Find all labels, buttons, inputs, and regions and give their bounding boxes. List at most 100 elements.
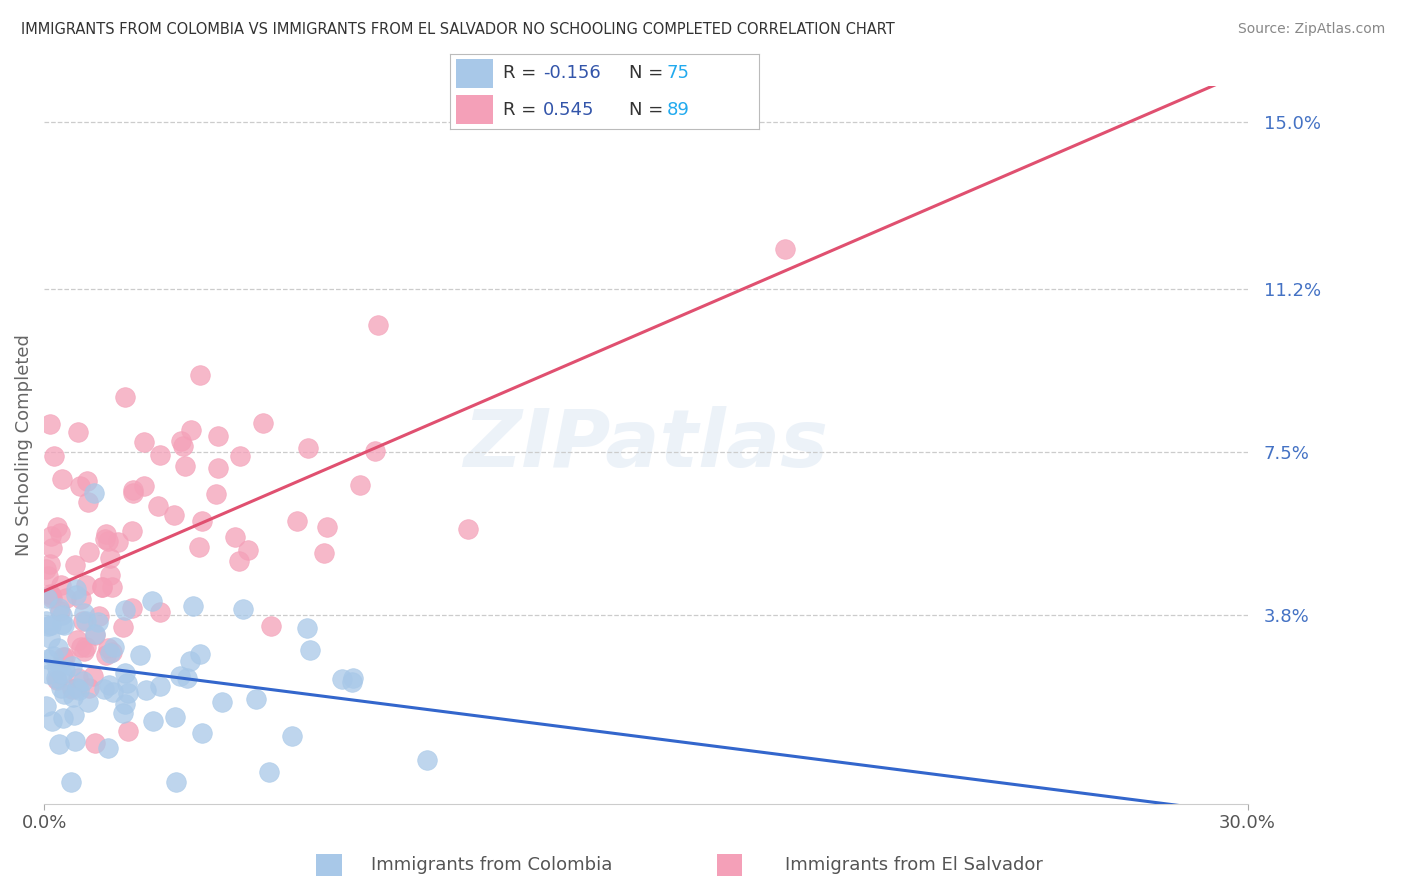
Point [236,542,259,557]
Point [45,520,67,534]
Point [207,461,229,475]
Point [37,652,59,666]
Text: N =: N = [630,101,669,119]
Point [285,514,308,528]
Point [39,632,62,646]
Point [48,525,70,540]
Point [46,640,69,655]
Point [252,417,274,431]
Bar [456,95,494,124]
Point [63,734,86,748]
Point [49,578,72,592]
Point [46,661,69,675]
Point [97,741,120,756]
Point [457,522,479,536]
Point [121,600,143,615]
Point [117,723,139,738]
Point [51,607,73,622]
Point [35,699,58,714]
Point [82,669,104,683]
Point [41,714,63,728]
Text: R =: R = [502,101,541,119]
Point [60,659,83,673]
Point [39,417,62,432]
Point [170,434,193,448]
Point [129,648,152,662]
Point [66,671,89,685]
Point [114,665,136,680]
Point [84,626,107,640]
Point [112,620,135,634]
Point [44,449,66,463]
Point [121,483,143,497]
Point [114,603,136,617]
Point [367,318,389,332]
Point [103,640,125,654]
Point [77,494,100,508]
Point [190,514,212,528]
Point [73,607,96,621]
Point [66,632,89,647]
Point [60,682,83,697]
Point [342,674,364,689]
Point [63,558,86,573]
Point [69,592,91,607]
Point [65,589,87,603]
Point [245,692,267,706]
Point [48,601,70,615]
Point [280,730,302,744]
Point [295,621,318,635]
Point [149,679,172,693]
Point [165,775,187,789]
Point [257,765,280,780]
Text: Immigrants from El Salvador: Immigrants from El Salvador [785,855,1043,873]
Text: Source: ZipAtlas.com: Source: ZipAtlas.com [1237,22,1385,37]
Point [72,674,94,689]
Point [66,681,89,695]
Point [75,578,97,592]
Point [349,477,371,491]
Point [100,645,122,659]
Point [52,650,75,665]
Point [122,485,145,500]
Point [224,531,246,545]
Point [90,580,112,594]
Point [176,671,198,685]
Point [37,618,59,632]
Point [84,628,107,642]
Point [79,681,101,696]
Point [62,690,84,704]
Bar [456,59,494,87]
Text: N =: N = [630,64,669,82]
Point [342,671,364,685]
Point [93,681,115,696]
Point [51,667,73,681]
Point [415,753,437,767]
Point [312,546,335,560]
Point [94,527,117,541]
Point [48,737,70,751]
Point [97,641,120,656]
Point [112,706,135,720]
Point [181,599,204,613]
Y-axis label: No Schooling Completed: No Schooling Completed [15,334,32,556]
Point [94,648,117,663]
Point [97,678,120,692]
Point [45,672,67,686]
Point [65,582,87,596]
Point [148,499,170,513]
Text: 0.545: 0.545 [543,101,595,119]
Point [39,617,62,632]
Point [52,618,75,632]
Point [115,676,138,690]
Point [148,605,170,619]
Point [35,562,58,576]
Point [188,647,211,661]
Point [773,242,796,256]
Text: IMMIGRANTS FROM COLOMBIA VS IMMIGRANTS FROM EL SALVADOR NO SCHOOLING COMPLETED C: IMMIGRANTS FROM COLOMBIA VS IMMIGRANTS F… [21,22,894,37]
Text: R =: R = [502,64,541,82]
Point [67,425,90,439]
Point [39,588,62,602]
Point [72,644,94,658]
Point [211,695,233,709]
